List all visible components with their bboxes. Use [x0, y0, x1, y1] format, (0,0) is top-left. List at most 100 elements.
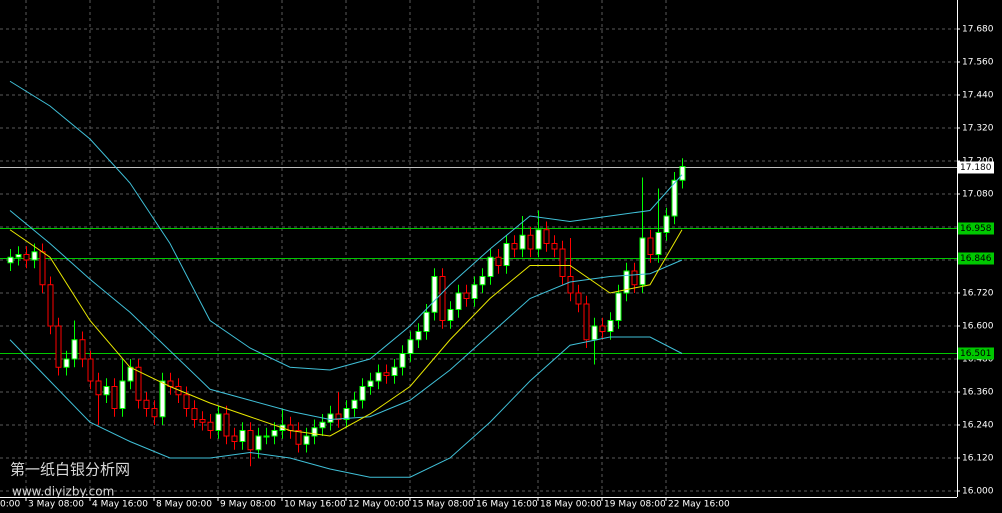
candle-body [487, 256, 494, 277]
candle-body [535, 229, 542, 250]
candle-body [407, 339, 414, 354]
level-label: 16.846 [960, 254, 992, 264]
candle-body [119, 380, 126, 409]
candle-body [151, 408, 158, 418]
candle-body [431, 276, 438, 313]
x-tick-label: 15 May 08:00 [412, 500, 474, 510]
candle-body [559, 248, 566, 277]
candle-body [343, 408, 350, 420]
candle-body [103, 386, 110, 396]
candle-body [39, 251, 46, 286]
candle-body [375, 372, 382, 382]
candle-body [215, 413, 222, 431]
candle-body [351, 399, 358, 409]
candle-body [143, 399, 150, 409]
candle-body [303, 435, 310, 445]
y-tick-label: 16.000 [962, 487, 994, 497]
candle-body [391, 366, 398, 376]
candle-body [55, 325, 62, 368]
level-label-box [958, 252, 994, 265]
candle-body [495, 256, 502, 266]
candle-body [503, 243, 510, 266]
level-label: 17.180 [960, 163, 992, 173]
candle-body [335, 413, 342, 420]
candle-body [255, 435, 262, 451]
candle-body [583, 303, 590, 341]
candle-body [479, 276, 486, 286]
watermark-title: 第一纸白银分析网 [10, 461, 130, 479]
x-tick-label: 8 May 00:00 [156, 500, 212, 510]
candle-body [439, 276, 446, 321]
candle-body [671, 179, 678, 217]
indicator-line [9, 210, 683, 421]
x-tick-label: 12 May 00:00 [348, 500, 410, 510]
level-label: 16.958 [960, 224, 992, 234]
x-tick-label: 9 May 08:00 [220, 500, 276, 510]
y-tick-label: 17.560 [962, 58, 994, 68]
x-tick-label: 10 May 16:00 [284, 500, 346, 510]
candle-body [359, 386, 366, 401]
y-tick-label: 17.680 [962, 25, 994, 35]
indicator-line [9, 80, 683, 371]
candle-body [15, 254, 22, 258]
candle-body [655, 232, 662, 255]
indicator-line [9, 229, 683, 437]
candle-body [575, 292, 582, 305]
level-label-box [958, 222, 994, 235]
y-tick-label: 16.600 [962, 322, 994, 332]
candle-body [231, 435, 238, 442]
candle-body [247, 430, 254, 451]
watermark-url: www.diyizby.com [12, 485, 114, 499]
candle-body [399, 353, 406, 368]
candle-body [647, 237, 654, 255]
x-tick-label: 4 May 16:00 [92, 500, 148, 510]
candle-body [271, 430, 278, 437]
candle-body [111, 386, 118, 409]
candle-body [527, 234, 534, 250]
x-tick-label: 19 May 08:00 [604, 500, 666, 510]
candle-body [455, 292, 462, 310]
candle-body [71, 339, 78, 360]
candle-body [543, 229, 550, 244]
candle-body [639, 237, 646, 286]
candle-body [423, 311, 430, 332]
candle-body [199, 419, 206, 423]
candle-body [127, 366, 134, 382]
candle-body [47, 284, 54, 327]
candle-body [191, 408, 198, 420]
candle-body [567, 276, 574, 294]
candle-body [207, 421, 214, 431]
candle-body [183, 394, 190, 409]
candle-body [519, 234, 526, 250]
candle-body [607, 320, 614, 332]
y-tick-label: 16.720 [962, 289, 994, 299]
x-tick-label: 3 May 08:00 [28, 500, 84, 510]
x-tick-label: 22 May 16:00 [668, 500, 730, 510]
y-tick-label: 16.120 [962, 454, 994, 464]
y-tick-label: 17.440 [962, 91, 994, 101]
candle-body [599, 325, 606, 332]
candle-body [631, 270, 638, 286]
candle-body [31, 251, 38, 261]
candle-body [79, 339, 86, 360]
candle-body [239, 430, 246, 442]
x-tick-label: 16 May 16:00 [476, 500, 538, 510]
y-tick-label: 17.320 [962, 124, 994, 134]
candle-body [511, 243, 518, 250]
candle-body [319, 421, 326, 429]
level-label: 16.501 [960, 349, 992, 359]
candle-body [679, 166, 686, 181]
candle-body [463, 292, 470, 299]
candle-body [447, 309, 454, 321]
level-label-box [958, 347, 994, 360]
candle-body [295, 430, 302, 445]
candle-body [415, 331, 422, 341]
candle-body [159, 380, 166, 418]
candle-body [7, 256, 14, 264]
candle-body [471, 284, 478, 299]
y-tick-label: 16.240 [962, 421, 994, 431]
x-tick-label: 18 May 00:00 [540, 500, 602, 510]
y-tick-label: 16.360 [962, 388, 994, 398]
